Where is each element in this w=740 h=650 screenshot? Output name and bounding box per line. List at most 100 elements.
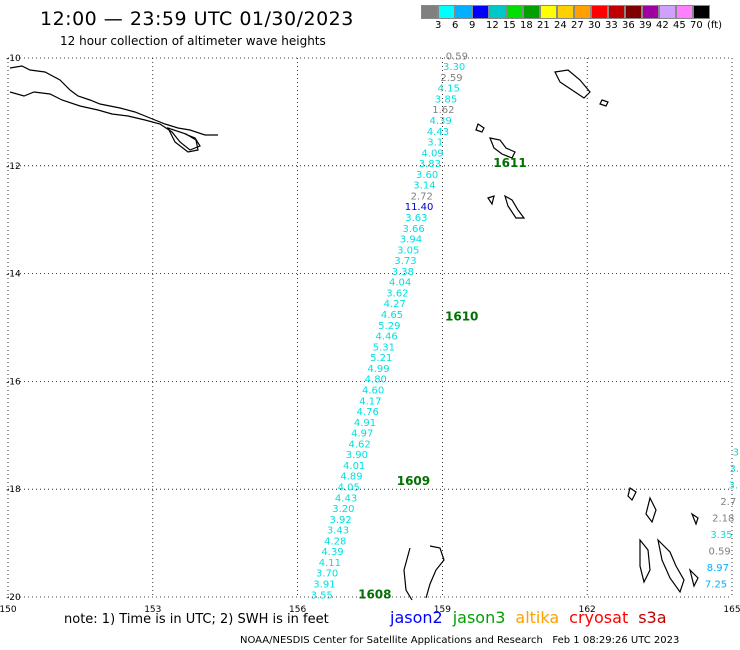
lat-tick-label: -14 — [6, 270, 21, 280]
coastline-vanuatu-2 — [645, 496, 657, 524]
swh-edge-label: 8.97 — [707, 563, 729, 574]
legend-swatch — [489, 5, 506, 19]
swh-label: 3.60 — [416, 170, 438, 181]
swh-label: 3.63 — [405, 213, 427, 224]
swh-label: 4.11 — [319, 558, 341, 569]
map-grid — [7, 57, 733, 598]
pass-label: 1609 — [397, 474, 430, 488]
swh-label: 3.91 — [313, 580, 335, 591]
swh-label: 3.73 — [394, 256, 416, 267]
coastline-solomon-3 — [503, 194, 526, 219]
swh-label: 4.15 — [438, 84, 460, 95]
lon-tick-label: 150 — [0, 605, 17, 615]
legend-label: 24 — [554, 20, 567, 31]
swh-edge-label: 3.35 — [710, 530, 732, 541]
lat-tick-label: -20 — [6, 593, 21, 603]
footer-note: note: 1) Time is in UTC; 2) SWH is in fe… — [64, 612, 329, 627]
legend-label: 33 — [605, 20, 618, 31]
legend-swatch — [676, 5, 693, 19]
swh-label: 4.04 — [389, 278, 411, 289]
legend-label: 21 — [537, 20, 550, 31]
legend-label: 12 — [486, 20, 499, 31]
swh-label: 0.59 — [446, 51, 468, 62]
legend-labels: 3 6 9 12 15 18 21 24 27 30 33 36 39 42 45 70 (ft) — [421, 19, 740, 33]
coastline-solomon-1 — [489, 137, 516, 159]
legend-swatch — [540, 5, 557, 19]
lat-tick-label: -18 — [6, 485, 21, 495]
swh-label: 5.31 — [373, 342, 395, 353]
page-subtitle: 12 hour collection of altimeter wave hei… — [60, 34, 326, 48]
lat-tick-label: -16 — [6, 377, 21, 387]
page-title: 12:00 — 23:59 UTC 01/30/2023 — [40, 8, 354, 30]
swh-label: 4.43 — [335, 493, 357, 504]
swh-label: 4.09 — [421, 148, 443, 159]
coastline-png-south — [9, 91, 201, 151]
lon-tick-label: 156 — [289, 605, 306, 615]
lat-tick-label: -10 — [6, 54, 21, 64]
legend-label: 42 — [656, 20, 669, 31]
satellite-altika: altika — [515, 608, 560, 627]
coastline-vanuatu-1 — [627, 487, 637, 502]
legend-swatch — [421, 5, 438, 19]
swh-label: 3.66 — [403, 224, 425, 235]
swh-label: 11.40 — [405, 202, 434, 213]
satellite-jason2: jason2 — [390, 608, 443, 627]
color-legend: 3 6 9 12 15 18 21 24 27 30 33 36 39 42 45 70 (ft) — [421, 5, 740, 33]
coastline-vanuatu-3 — [639, 538, 651, 584]
swh-label: 4.01 — [343, 461, 365, 472]
satellite-s3a: s3a — [638, 608, 667, 627]
swh-label: 5.29 — [378, 321, 400, 332]
legend-swatch — [523, 5, 540, 19]
swh-label: 2.72 — [411, 191, 433, 202]
swh-label: 3.43 — [327, 526, 349, 537]
swh-label: 2.59 — [440, 73, 462, 84]
pass-label: 1611 — [493, 156, 526, 170]
swh-label: 4.97 — [351, 429, 373, 440]
legend-label: (ft) — [707, 20, 723, 31]
coastline-islet-1 — [599, 99, 609, 107]
lon-tick-label: 153 — [144, 605, 161, 615]
swh-label: 3.1 — [427, 138, 443, 149]
legend-swatch — [455, 5, 472, 19]
swh-label: 3.38 — [392, 267, 414, 278]
swh-label: 3.92 — [330, 515, 352, 526]
legend-swatch — [574, 5, 591, 19]
swh-edge-label: 3. — [729, 464, 739, 475]
coastline-solomon-2 — [475, 123, 485, 133]
coastline-new-caledonia-west — [403, 547, 413, 601]
swh-edge-label: 0.59 — [709, 547, 731, 558]
lon-tick-label: 162 — [579, 605, 596, 615]
pass-labels: 1611 1610 1609 1608 — [358, 156, 527, 601]
swh-edge-label: 7.25 — [705, 580, 727, 591]
satellite-legend: jason2 jason3 altika cryosat s3a — [390, 608, 677, 627]
legend-label: 45 — [673, 20, 686, 31]
coastline-vanuatu-4 — [657, 538, 685, 594]
coastline-vanuatu-5 — [690, 512, 699, 526]
swh-label: 4.46 — [375, 332, 397, 343]
swh-label: 4.99 — [367, 364, 389, 375]
coastline-new-caledonia — [425, 545, 445, 599]
coastlines — [9, 65, 699, 601]
swh-label: 4.80 — [365, 375, 387, 386]
swh-label: 4.62 — [348, 439, 370, 450]
legend-swatch — [659, 5, 676, 19]
swh-label: 3.70 — [316, 569, 338, 580]
swh-label: 3.90 — [346, 450, 368, 461]
legend-swatch — [693, 5, 710, 19]
swh-label: 4.91 — [354, 418, 376, 429]
coastline-new-britain — [554, 69, 591, 99]
footer-credit: NOAA/NESDIS Center for Satellite Applica… — [240, 635, 679, 646]
legend-label: 15 — [503, 20, 516, 31]
legend-label: 6 — [452, 20, 459, 31]
swh-label: 3.30 — [443, 62, 465, 73]
swh-label: 4.39 — [321, 547, 343, 558]
swh-label: 4.43 — [427, 127, 449, 138]
swh-label: 4.60 — [362, 385, 384, 396]
lon-tick-label: 159 — [434, 605, 451, 615]
legend-label: 3 — [435, 20, 442, 31]
swh-label: 3.55 — [311, 590, 333, 601]
swh-label: 3.05 — [397, 245, 419, 256]
legend-swatches — [421, 5, 740, 19]
swh-label: 3.85 — [435, 94, 457, 105]
